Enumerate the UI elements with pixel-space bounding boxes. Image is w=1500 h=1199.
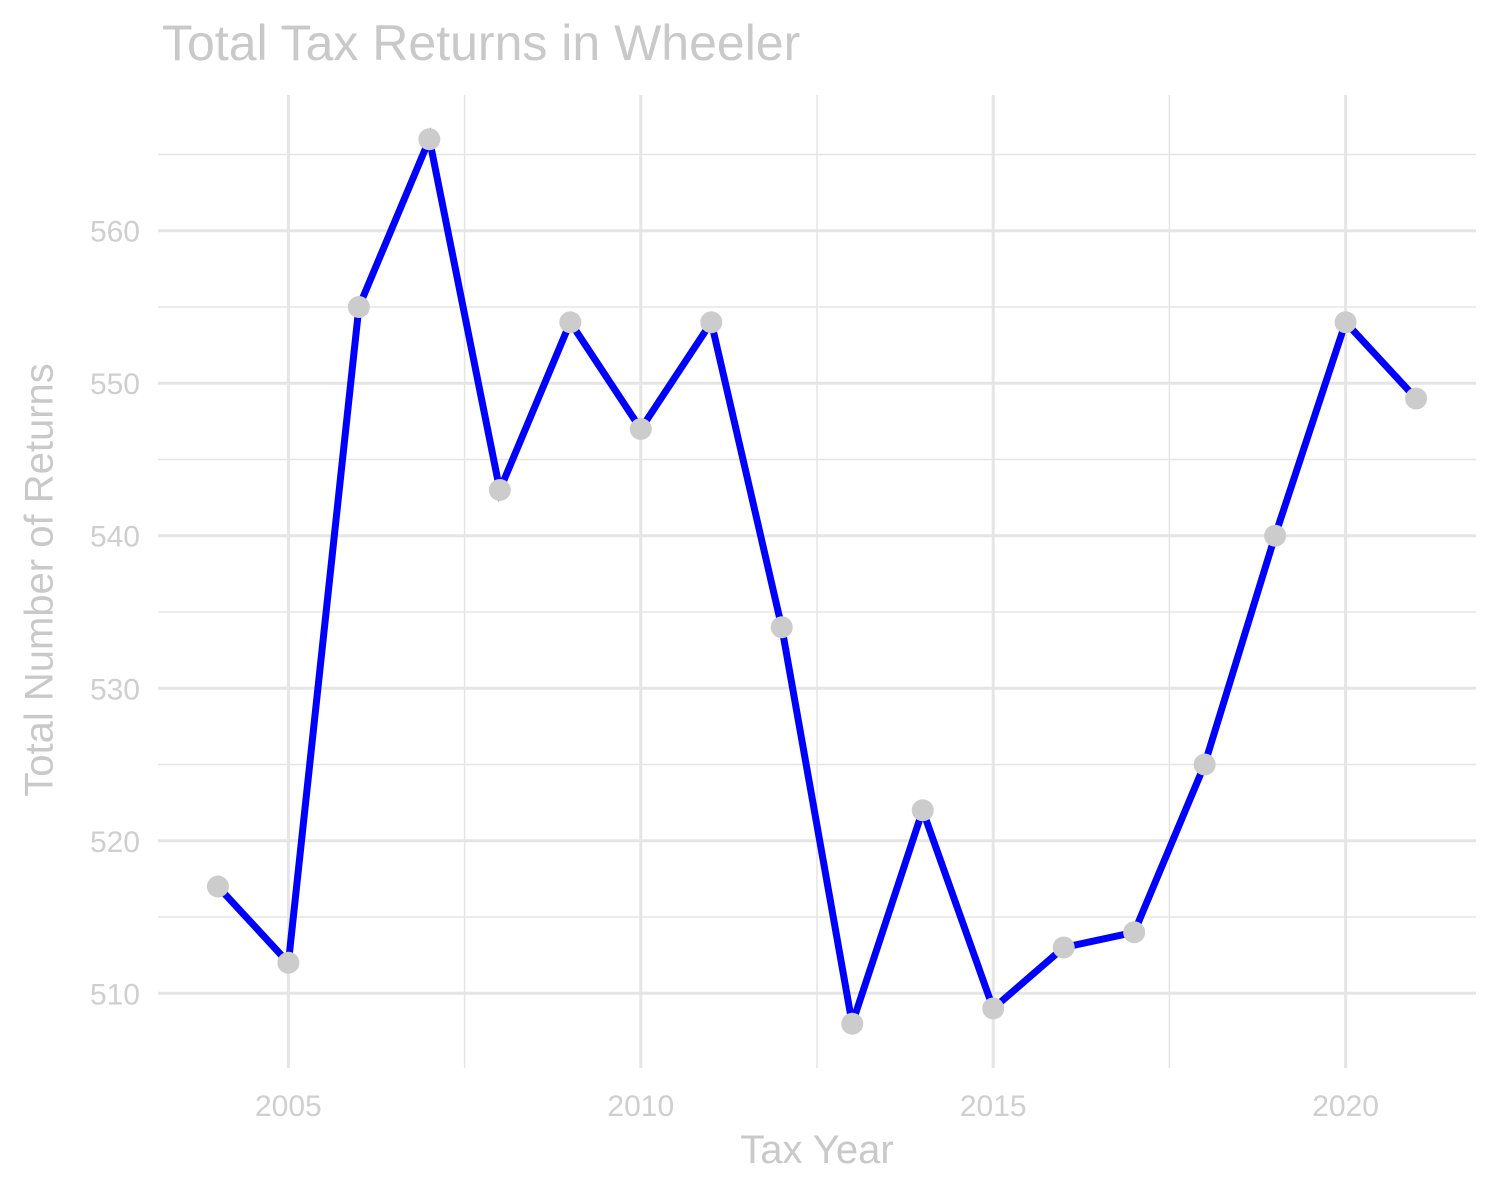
data-point [700,311,723,334]
tick-labels: 2005 2010 2015 2020 510 520 530 540 550 560 [90,216,1379,1123]
data-point [770,616,793,639]
x-tick-label: 2015 [960,1090,1027,1123]
x-axis-title: Tax Year [740,1128,894,1172]
data-point [1334,311,1357,334]
data-point [418,128,441,151]
data-point [277,951,300,974]
data-point [911,799,934,822]
data-point [1193,753,1216,776]
x-tick-label: 2005 [255,1090,322,1123]
data-point [347,295,370,318]
data-point [1123,921,1146,944]
data-point [1052,936,1075,959]
data-point [488,478,511,501]
data-point [1405,387,1428,410]
data-point [206,875,229,898]
y-tick-label: 540 [90,521,140,554]
series [206,127,1428,1035]
series-line [215,127,1419,1025]
data-point [559,311,582,334]
grid-lines [158,95,1476,1068]
y-axis-title: Total Number of Returns [17,363,62,797]
data-point [1264,524,1287,547]
data-point [841,1012,864,1035]
data-point [629,417,652,440]
y-tick-label: 560 [90,216,140,249]
y-tick-label: 510 [90,978,140,1011]
y-tick-label: 530 [90,673,140,706]
chart-title: Total Tax Returns in Wheeler [162,15,801,71]
x-tick-label: 2020 [1312,1090,1379,1123]
y-tick-label: 520 [90,826,140,859]
data-point [982,997,1005,1020]
x-tick-label: 2010 [607,1090,674,1123]
y-tick-label: 550 [90,368,140,401]
